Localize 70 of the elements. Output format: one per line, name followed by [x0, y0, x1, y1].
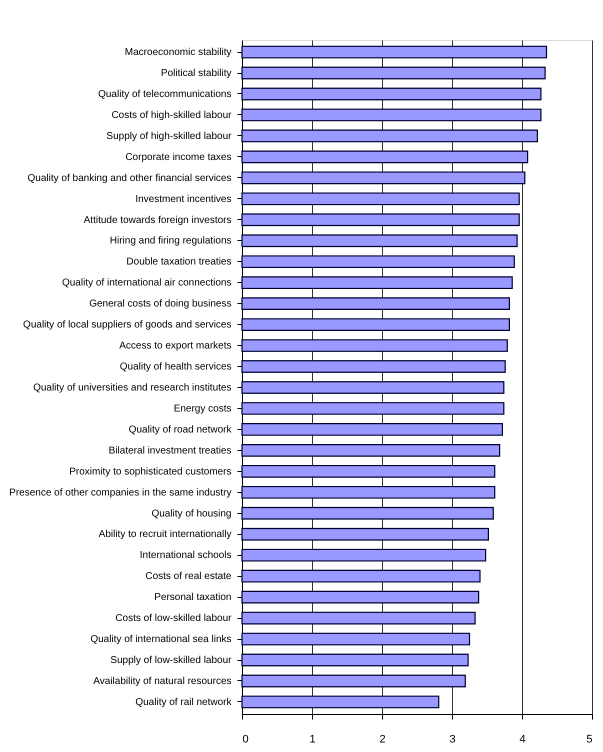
bar: [241, 570, 481, 583]
bar: [241, 192, 520, 206]
y-tick-label: Attitude towards foreign investors: [84, 214, 232, 226]
y-tick-label: Quality of international sea links: [90, 634, 232, 646]
bar: [241, 276, 513, 290]
bar: [241, 654, 469, 666]
bar: [241, 46, 548, 58]
bar: [241, 171, 526, 184]
y-tick-label: Corporate income taxes: [125, 152, 232, 163]
bar: [241, 506, 494, 520]
y-tick-label: Proximity to sophisticated customers: [69, 466, 232, 478]
x-tick-label: 3: [449, 734, 456, 746]
y-tick-label: Double taxation treaties: [126, 256, 232, 268]
y-tick-label: International schools: [140, 550, 232, 562]
x-tick-label: 2: [379, 734, 386, 746]
bar: [241, 130, 538, 142]
y-tick-label: Political stability: [160, 68, 232, 80]
bar: [241, 339, 508, 352]
bar: [241, 464, 496, 478]
bar: [241, 444, 500, 457]
y-tick-label: Access to export markets: [119, 340, 232, 352]
y-tick-label: Supply of low-skilled labour: [110, 655, 232, 666]
bar: [241, 612, 476, 624]
y-tick-label: General costs of doing business: [89, 298, 232, 310]
x-tick-label: 0: [242, 734, 249, 746]
bar: [241, 486, 496, 499]
y-tick-label: Quality of universities and research institutes: [33, 382, 232, 394]
y-tick-label: Hiring and firing regulations: [110, 236, 232, 247]
y-tick-label: Bilateral investment treaties: [108, 445, 232, 456]
bar: [241, 213, 520, 226]
y-tick-label: Supply of high-skilled labour: [106, 130, 232, 142]
y-tick-label: Quality of banking and other financial services: [27, 172, 232, 184]
y-tick-label: Availability of natural resources: [93, 676, 232, 687]
x-tick-label: 5: [586, 734, 592, 746]
y-tick-label: Quality of rail network: [135, 696, 232, 708]
bar: [241, 674, 466, 688]
bar: [241, 88, 542, 100]
bar: [241, 318, 510, 331]
y-tick-label: Presence of other companies in the same industry: [9, 487, 232, 498]
bar: [241, 590, 480, 604]
x-tick-label: 4: [519, 734, 526, 746]
y-tick-label: Investment incentives: [135, 194, 232, 205]
y-tick-label: Quality of road network: [128, 424, 232, 436]
bar: [241, 402, 504, 415]
y-tick-label: Ability to recruit internationally: [98, 529, 232, 540]
bar: [241, 381, 504, 394]
bar: [241, 297, 510, 310]
bar: [241, 255, 515, 268]
y-tick-label: Quality of health services: [120, 362, 232, 373]
bar: [241, 696, 440, 708]
y-tick-label: Quality of telecommunications: [98, 88, 232, 100]
y-tick-label: Energy costs: [174, 403, 232, 414]
bar: [241, 423, 503, 436]
bar: [241, 66, 546, 80]
y-tick-label: Macroeconomic stability: [124, 47, 232, 58]
bar: [241, 234, 518, 248]
bar: [241, 150, 528, 164]
bar: [241, 360, 506, 373]
x-tick-label: 1: [309, 734, 316, 746]
bar: [241, 108, 542, 122]
y-tick-label: Quality of housing: [151, 508, 232, 520]
bar: [241, 632, 470, 646]
y-tick-label: Costs of high-skilled labour: [111, 110, 232, 121]
y-tick-label: Costs of low-skilled labour: [115, 613, 232, 624]
y-tick-label: Quality of local suppliers of goods and services: [23, 320, 232, 331]
y-tick-label: Quality of international air connections: [62, 278, 232, 289]
bar: [241, 528, 489, 541]
y-tick-label: Costs of real estate: [145, 571, 232, 582]
bar: [241, 548, 486, 562]
y-tick-label: Personal taxation: [154, 592, 232, 604]
